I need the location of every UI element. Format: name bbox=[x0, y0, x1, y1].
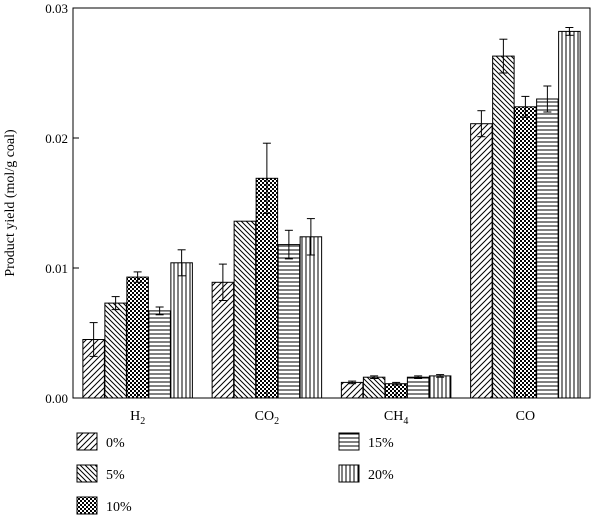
bar bbox=[514, 106, 537, 399]
x-tick-label: CO bbox=[516, 409, 535, 424]
bar bbox=[104, 302, 127, 399]
legend-label: 0% bbox=[106, 436, 125, 451]
legend-swatch bbox=[76, 432, 98, 451]
x-tick-label: H2 bbox=[130, 409, 145, 427]
bar bbox=[362, 376, 386, 399]
legend-item: 20% bbox=[338, 464, 394, 483]
legend-label: 20% bbox=[368, 468, 394, 483]
bar bbox=[126, 276, 149, 399]
bar bbox=[558, 30, 581, 399]
y-tick-label: 0.03 bbox=[45, 1, 68, 16]
legend-swatch bbox=[76, 464, 98, 483]
bar bbox=[170, 262, 193, 399]
legend-label: 10% bbox=[106, 500, 132, 515]
x-tick-label-base: CO bbox=[255, 409, 274, 424]
bar bbox=[233, 220, 257, 399]
legend-swatch bbox=[76, 496, 98, 515]
legend-item: 5% bbox=[76, 464, 125, 483]
y-tick-label: 0.00 bbox=[45, 391, 68, 406]
legend-swatch bbox=[338, 464, 360, 483]
x-tick-label-subscript: 4 bbox=[403, 416, 408, 427]
bar bbox=[340, 381, 364, 399]
bar bbox=[492, 55, 515, 399]
x-tick-label-base: CH bbox=[384, 409, 403, 424]
legend-label: 15% bbox=[368, 436, 394, 451]
x-tick-label: CO2 bbox=[255, 409, 279, 427]
legend-item: 10% bbox=[76, 496, 132, 515]
y-tick-label: 0.02 bbox=[45, 131, 68, 146]
y-tick-label: 0.01 bbox=[45, 261, 68, 276]
bar bbox=[428, 375, 452, 399]
bar bbox=[148, 310, 171, 399]
bar bbox=[470, 123, 493, 399]
x-tick-label-subscript: 2 bbox=[274, 416, 279, 427]
x-tick-label-subscript: 2 bbox=[140, 416, 145, 427]
bar bbox=[536, 98, 559, 399]
legend-item: 0% bbox=[76, 432, 125, 451]
x-tick-label: CH4 bbox=[384, 409, 408, 427]
legend-item: 15% bbox=[338, 432, 394, 451]
legend-label: 5% bbox=[106, 468, 125, 483]
bar bbox=[406, 376, 430, 399]
bar bbox=[299, 236, 323, 399]
x-tick-label-base: H bbox=[130, 409, 140, 424]
y-axis-label: Product yield (mol/g coal) bbox=[3, 129, 18, 277]
x-tick-label-base: CO bbox=[516, 409, 535, 424]
bar bbox=[277, 244, 301, 399]
plot-frame bbox=[72, 7, 591, 399]
legend-swatch bbox=[338, 432, 360, 451]
